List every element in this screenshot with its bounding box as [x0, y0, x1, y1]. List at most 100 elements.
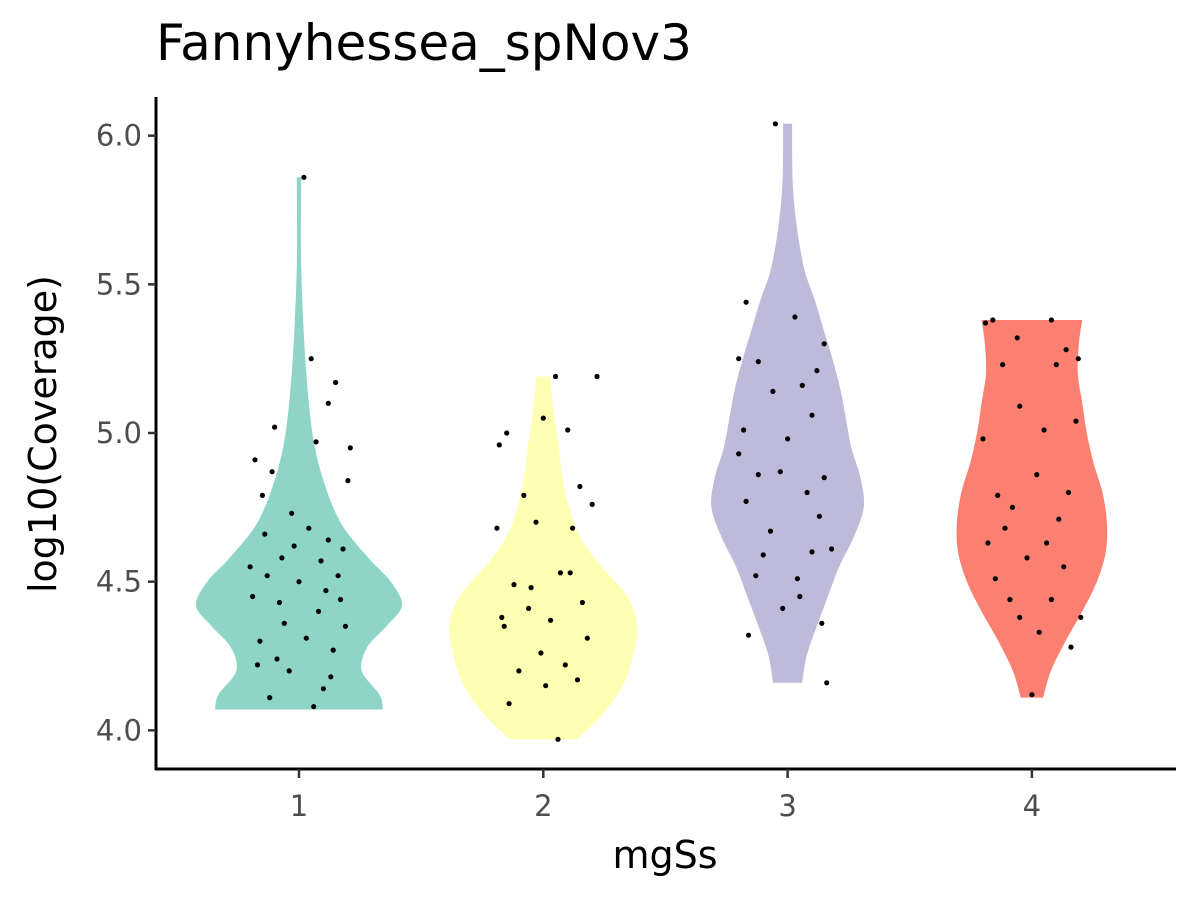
data-point [574, 677, 581, 683]
data-point [567, 570, 573, 576]
data-point [516, 668, 522, 674]
data-point [250, 593, 256, 600]
data-point [506, 701, 512, 707]
data-point [780, 605, 786, 612]
data-point [1024, 555, 1030, 561]
data-point [274, 656, 280, 662]
data-point [804, 489, 810, 496]
data-point [521, 492, 527, 498]
data-point [821, 341, 827, 347]
data-point [1075, 356, 1081, 362]
data-point [777, 469, 783, 475]
data-point [543, 683, 549, 689]
data-point [291, 543, 297, 549]
data-point [755, 472, 761, 478]
data-point [533, 519, 539, 525]
data-point [262, 531, 268, 537]
x-axis-ticks: 1 2 3 4 [290, 769, 1041, 823]
data-point [269, 469, 275, 475]
data-point [499, 614, 505, 621]
data-point [315, 608, 322, 615]
y-tick-label: 4.5 [96, 565, 142, 599]
data-point [311, 704, 317, 710]
data-point [333, 379, 339, 386]
data-point [995, 492, 1001, 498]
data-point [276, 599, 283, 606]
data-point [267, 695, 273, 701]
data-point [511, 582, 517, 588]
data-point [1068, 644, 1074, 650]
data-point [1063, 347, 1069, 353]
y-axis-ticks: 4.0 4.5 5.0 5.5 6.0 [96, 119, 156, 747]
data-point [990, 317, 996, 323]
data-point [494, 525, 500, 531]
data-point [1000, 362, 1006, 368]
data-point [792, 314, 798, 320]
y-tick-label: 5.0 [96, 416, 142, 450]
data-point [1009, 504, 1016, 510]
violin-2 [449, 376, 638, 740]
data-point [347, 445, 353, 451]
data-point [325, 400, 331, 406]
data-point [557, 570, 564, 576]
data-point [1017, 614, 1023, 621]
violin-layer [195, 123, 1108, 740]
y-axis-title: log10(Coverage) [21, 275, 65, 593]
data-point [1044, 540, 1050, 546]
data-point [753, 573, 759, 579]
x-tick-label: 2 [534, 789, 552, 823]
data-point [579, 599, 586, 606]
data-point [1029, 692, 1035, 698]
data-point [308, 356, 314, 362]
data-point [767, 528, 774, 534]
data-point [589, 501, 595, 507]
data-point [741, 427, 747, 433]
data-point [496, 442, 502, 448]
data-point [345, 478, 351, 484]
data-point [799, 382, 805, 388]
data-point [320, 686, 326, 692]
data-point [555, 736, 561, 742]
data-point [1065, 489, 1072, 496]
data-point [760, 552, 766, 558]
data-point [755, 359, 761, 365]
data-point [562, 662, 568, 668]
data-point [736, 356, 742, 362]
y-tick-label: 5.5 [96, 267, 142, 301]
data-point [985, 540, 991, 546]
data-point [809, 412, 815, 418]
data-point [577, 483, 583, 490]
data-point [743, 498, 749, 504]
x-tick-label: 4 [1023, 789, 1041, 823]
data-point [247, 564, 253, 570]
data-point [540, 415, 546, 421]
data-point [1014, 335, 1020, 341]
data-point [816, 513, 823, 519]
data-point [264, 573, 270, 579]
y-tick-label: 6.0 [96, 119, 142, 153]
data-point [257, 638, 263, 644]
data-point [340, 546, 346, 552]
data-point [303, 635, 309, 641]
data-point [318, 558, 324, 564]
data-point [980, 436, 986, 442]
x-tick-label: 3 [778, 789, 796, 823]
data-point [342, 623, 348, 629]
data-point [501, 623, 507, 629]
data-point [1048, 317, 1054, 323]
data-point [552, 373, 559, 380]
data-point [824, 680, 830, 686]
data-point [1078, 614, 1084, 621]
data-point [1041, 427, 1047, 433]
data-point [259, 492, 265, 498]
data-point [272, 424, 278, 430]
x-tick-label: 1 [290, 789, 308, 823]
data-point [745, 632, 752, 638]
data-point [1036, 629, 1042, 635]
data-point [819, 620, 825, 626]
data-point [281, 620, 287, 626]
data-point [504, 430, 510, 436]
violin-1 [195, 177, 403, 710]
y-tick-label: 4.0 [96, 713, 142, 747]
data-point [794, 576, 801, 582]
